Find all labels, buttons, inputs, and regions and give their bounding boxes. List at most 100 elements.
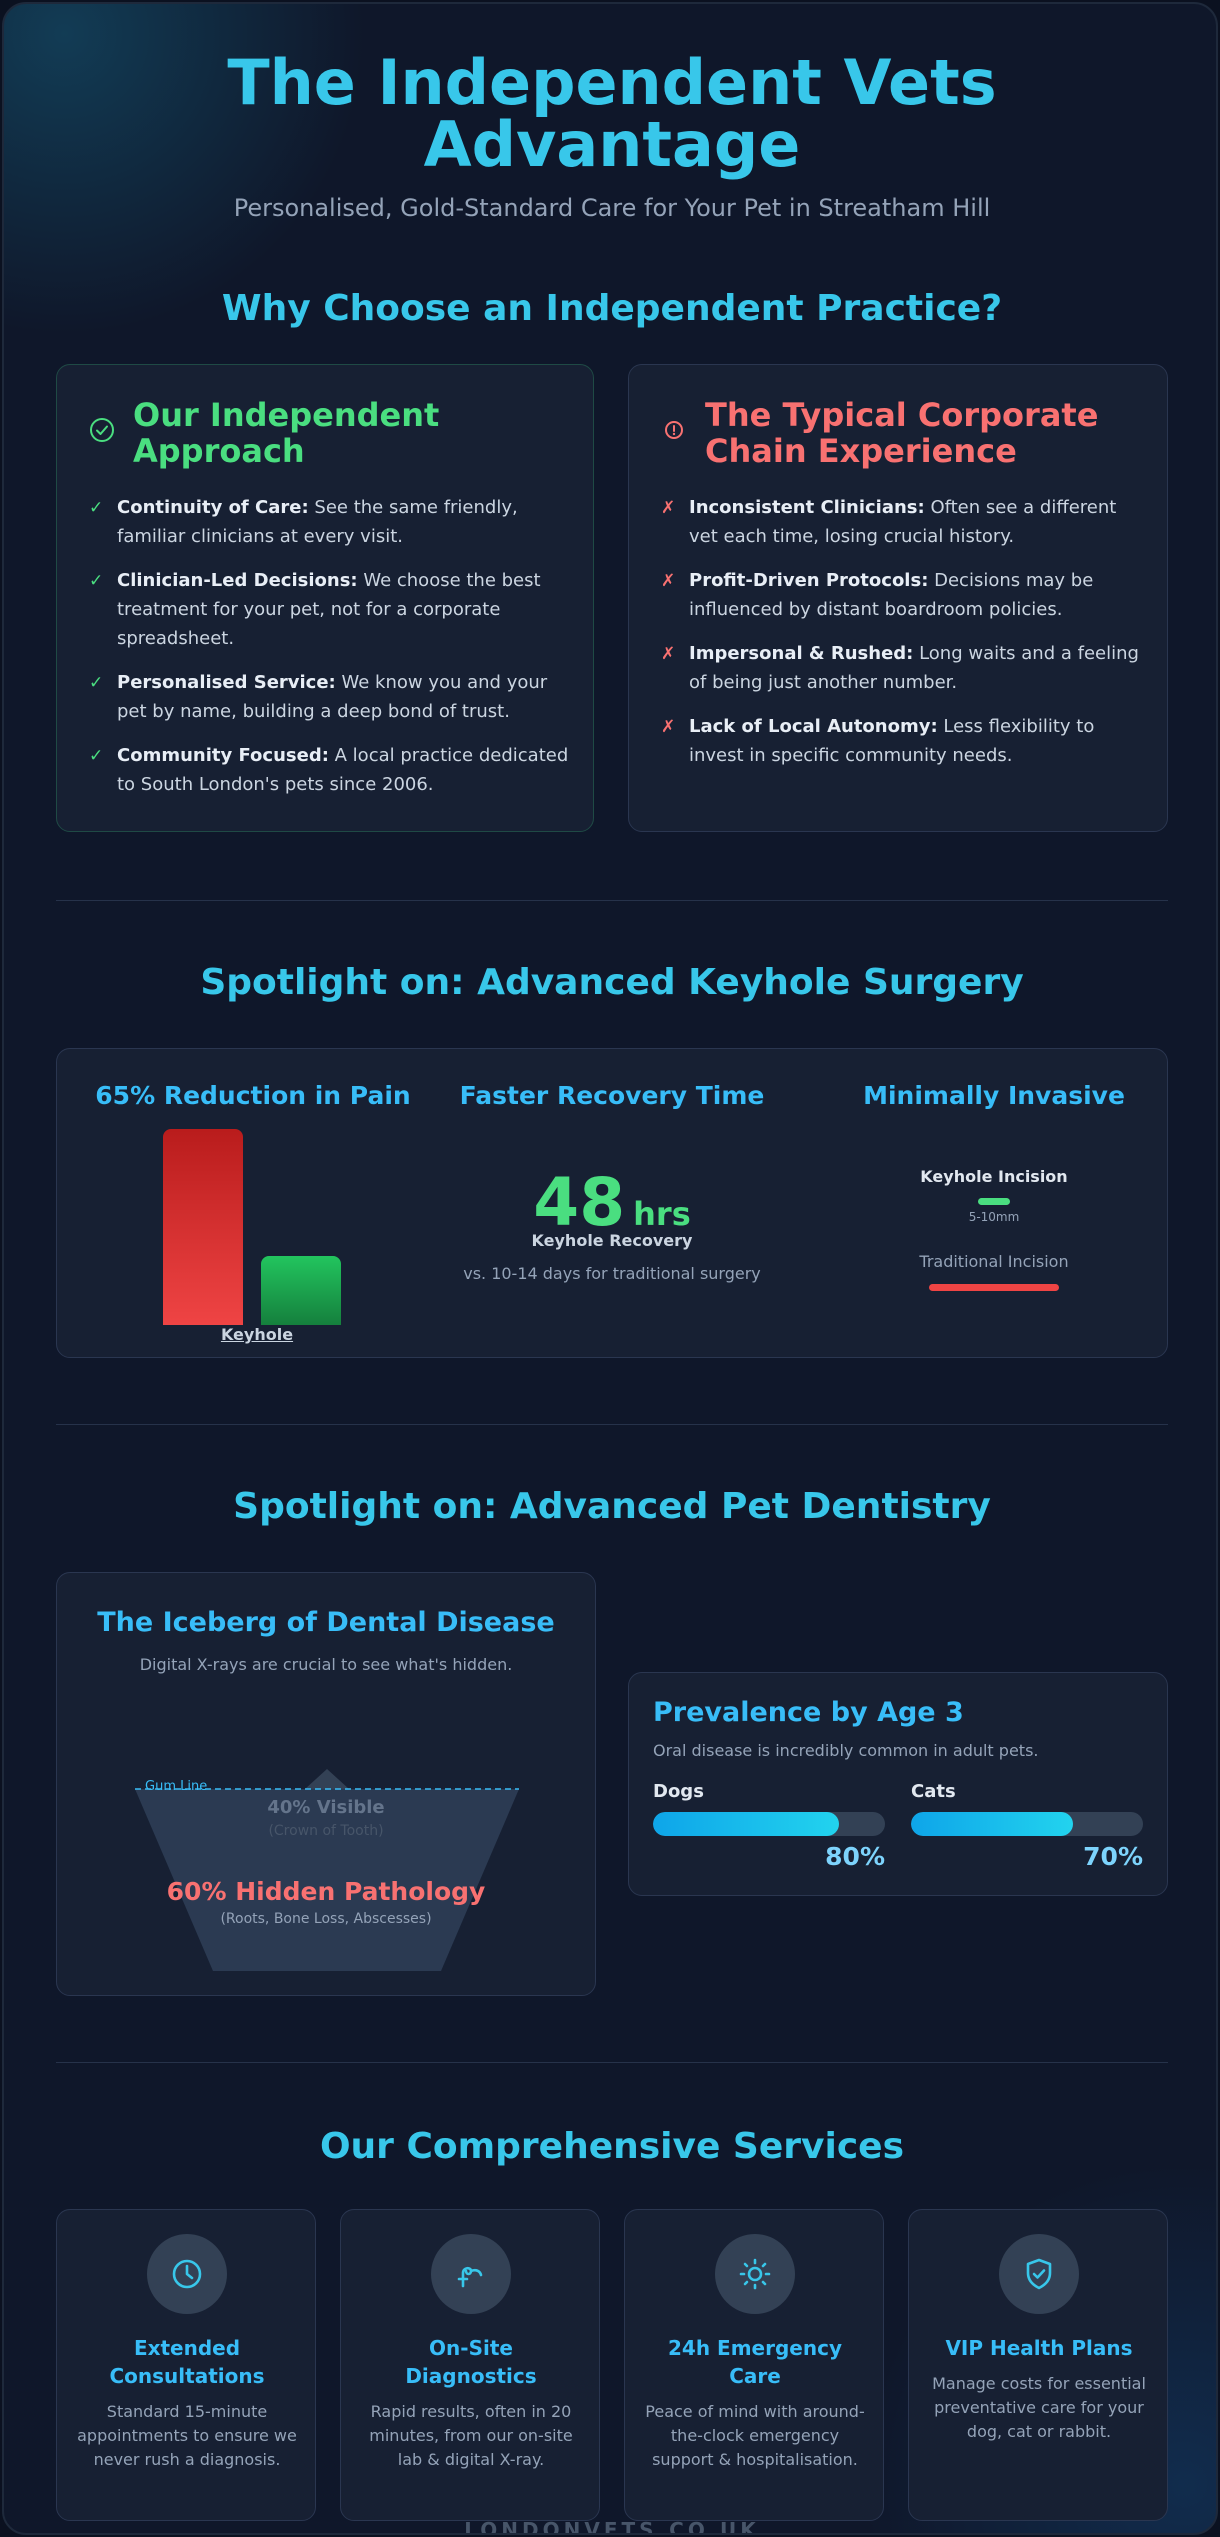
- item-text: Less flexibility to invest in specific c…: [689, 716, 1095, 766]
- item-label: Impersonal & Rushed:: [689, 643, 914, 664]
- service-card-health-plans: VIP Health Plans Manage costs for essent…: [908, 2209, 1168, 2521]
- gum-line-label: Gum Line: [145, 1779, 208, 1794]
- check-icon: ✓: [89, 673, 104, 693]
- visible-portion-note: (Crown of Tooth): [268, 1823, 384, 1839]
- check-icon: ✓: [89, 746, 104, 766]
- service-title-line: On-Site: [429, 2336, 513, 2360]
- item-text: A local practice dedicated to South Lond…: [117, 745, 569, 795]
- item-label: Lack of Local Autonomy:: [689, 716, 938, 737]
- service-card-emergency: 24h Emergency Care Peace of mind with aro…: [624, 2209, 884, 2521]
- iceberg-title: The Iceberg of Dental Disease: [97, 1607, 555, 1638]
- corporate-heading-line-2: Chain Experience: [705, 432, 1017, 470]
- service-title: VIP Health Plans: [921, 2334, 1157, 2362]
- recovery-time-title: Faster Recovery Time: [459, 1081, 765, 1110]
- cats-prevalence-bar: Cats 70%: [911, 1781, 1143, 1871]
- recovery-unit: hrs: [633, 1195, 691, 1233]
- prevalence-subtitle: Oral disease is incredibly common in adu…: [653, 1741, 1039, 1760]
- item-text: We know you and your pet by name, buildi…: [117, 672, 548, 722]
- item-text: See the same friendly, familiar clinicia…: [117, 497, 518, 547]
- keyhole-incision-label: Keyhole Incision: [920, 1167, 1068, 1186]
- page-title: The Independent Vets Advantage: [4, 52, 1216, 176]
- corporate-list: ✗ Inconsistent Clinicians: Often see a di…: [661, 493, 1141, 785]
- item-label: Clinician-Led Decisions:: [117, 570, 358, 591]
- prevalence-card: Prevalence by Age 3 Oral disease is incr…: [628, 1672, 1168, 1896]
- shield-check-icon: [1026, 2258, 1052, 2290]
- cross-icon: ✗: [661, 644, 676, 664]
- list-item: ✓ Continuity of Care: See the same friend…: [89, 493, 569, 551]
- section-divider: [56, 900, 1168, 901]
- dogs-prevalence-bar: Dogs 80%: [653, 1781, 885, 1871]
- keyhole-bar-label: Keyhole: [220, 1325, 294, 1344]
- section-divider: [56, 2062, 1168, 2063]
- item-label: Community Focused:: [117, 745, 329, 766]
- service-description: Standard 15-minute appointments to ensur…: [77, 2402, 297, 2469]
- visible-portion-label: 40% Visible: [267, 1797, 385, 1818]
- why-section-title: Why Choose an Independent Practice?: [221, 288, 1003, 329]
- bar-track: [911, 1812, 1143, 1836]
- service-title: On-Site Diagnostics: [353, 2334, 589, 2390]
- item-label: Continuity of Care:: [117, 497, 309, 518]
- list-item: ✓ Community Focused: A local practice ded…: [89, 741, 569, 799]
- service-title: Extended Consultations: [69, 2334, 305, 2390]
- check-icon: ✓: [89, 498, 104, 518]
- service-title: 24h Emergency Care: [637, 2334, 873, 2390]
- independent-heading-line-2: Approach: [133, 432, 305, 470]
- minimally-invasive-title: Minimally Invasive: [863, 1081, 1125, 1110]
- item-text: Long waits and a feeling of being just a…: [689, 643, 1139, 693]
- service-icon-circle: [999, 2234, 1079, 2314]
- list-item: ✓ Clinician-Led Decisions: We choose the …: [89, 566, 569, 653]
- pain-reduction-title: 65% Reduction in Pain: [95, 1081, 411, 1110]
- service-title-line: Consultations: [109, 2364, 265, 2388]
- traditional-incision-mark: [929, 1284, 1059, 1291]
- service-title-line: VIP Health Plans: [945, 2336, 1133, 2360]
- list-item: ✗ Inconsistent Clinicians: Often see a di…: [661, 493, 1141, 551]
- keyhole-section-title: Spotlight on: Advanced Keyhole Surgery: [200, 962, 1024, 1003]
- bar-track: [653, 1812, 885, 1836]
- service-title-line: Diagnostics: [405, 2364, 537, 2388]
- iceberg-card: The Iceberg of Dental Disease Digital X-…: [56, 1572, 596, 1996]
- service-title-line: Care: [729, 2364, 781, 2388]
- keyhole-recovery-label: Keyhole Recovery: [531, 1231, 693, 1250]
- iceberg-subtitle: Digital X-rays are crucial to see what's…: [139, 1655, 513, 1674]
- keyhole-pain-bar: [261, 1256, 341, 1325]
- bar-fill: [911, 1812, 1074, 1836]
- service-description: Peace of mind with around-the-clock emer…: [645, 2402, 865, 2469]
- hidden-pathology-note: (Roots, Bone Loss, Abscesses): [220, 1911, 432, 1927]
- bar-value: 70%: [1083, 1842, 1143, 1871]
- bar-label: Dogs: [653, 1781, 704, 1802]
- bar-fill: [653, 1812, 839, 1836]
- recovery-value: 48 hrs: [437, 1164, 787, 1241]
- list-item: ✓ Personalised Service: We know you and y…: [89, 668, 569, 726]
- cross-icon: ✗: [661, 571, 676, 591]
- service-title-line: Extended: [133, 2336, 241, 2360]
- service-title-line: 24h Emergency: [668, 2336, 842, 2360]
- item-label: Personalised Service:: [117, 672, 336, 693]
- service-card-diagnostics: On-Site Diagnostics Rapid results, often …: [340, 2209, 600, 2521]
- item-text: Decisions may be influenced by distant b…: [689, 570, 1094, 620]
- traditional-incision-label: Traditional Incision: [919, 1252, 1069, 1271]
- cross-icon: ✗: [661, 717, 676, 737]
- cross-icon: ✗: [661, 498, 676, 518]
- alert-circle-icon: [665, 421, 683, 439]
- service-description: Rapid results, often in 20 minutes, from…: [369, 2402, 573, 2469]
- independent-heading: Our Independent Approach: [89, 397, 439, 469]
- item-text: We choose the best treatment for your pe…: [117, 570, 541, 649]
- list-item: ✗ Lack of Local Autonomy: Less flexibilit…: [661, 712, 1141, 770]
- section-divider: [56, 1424, 1168, 1425]
- bar-value: 80%: [825, 1842, 885, 1871]
- item-label: Profit-Driven Protocols:: [689, 570, 929, 591]
- list-item: ✗ Impersonal & Rushed: Long waits and a f…: [661, 639, 1141, 697]
- recovery-number: 48: [533, 1164, 626, 1241]
- keyhole-incision-size: 5-10mm: [968, 1210, 1020, 1224]
- service-card-consultations: Extended Consultations Standard 15-minute…: [56, 2209, 316, 2521]
- service-description: Manage costs for essential preventative …: [932, 2374, 1146, 2441]
- bar-label: Cats: [911, 1781, 956, 1802]
- keyhole-card: 65% Reduction in Pain Keyhole Faster Rec…: [56, 1048, 1168, 1358]
- traditional-pain-bar: [163, 1129, 243, 1325]
- independent-approach-card: Our Independent Approach ✓ Continuity of …: [56, 364, 594, 832]
- service-icon-circle: [715, 2234, 795, 2314]
- corporate-chain-card: The Typical Corporate Chain Experience ✗…: [628, 364, 1168, 832]
- stethoscope-icon: [457, 2266, 483, 2288]
- prevalence-title: Prevalence by Age 3: [653, 1697, 964, 1728]
